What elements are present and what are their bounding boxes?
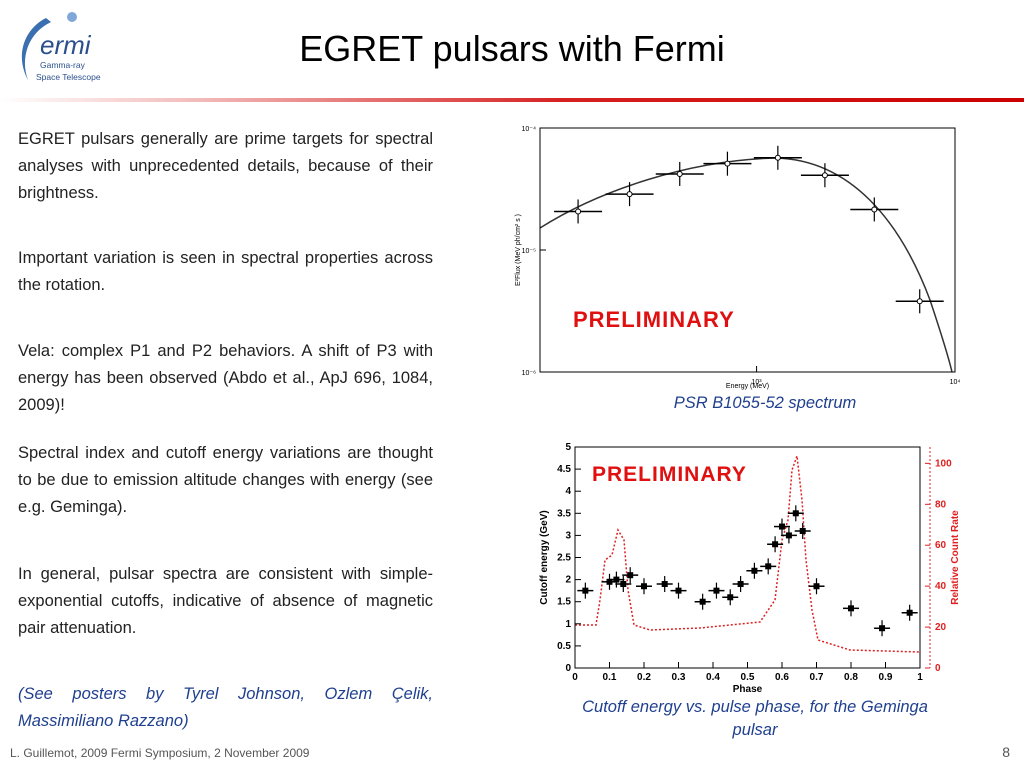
x-tick-label: 10⁴ [950, 379, 961, 386]
x-tick-label: 0.7 [810, 672, 824, 683]
y-tick-label: 10⁻⁴ [522, 126, 537, 133]
preliminary-stamp: PRELIMINARY [573, 307, 735, 332]
data-point [575, 208, 582, 215]
y-tick-label: 4.5 [557, 464, 571, 475]
logo: ermi Gamma-ray Space Telescope [21, 12, 101, 82]
data-point [916, 298, 923, 305]
data-point [724, 160, 731, 167]
y-tick-label: 1 [565, 619, 571, 630]
data-point [582, 587, 589, 594]
data-point [713, 587, 720, 594]
data-point [774, 154, 781, 161]
y-tick-label: 0 [565, 663, 571, 674]
x-tick-label: 0.8 [844, 672, 858, 683]
title: EGRET pulsars with Fermi [299, 28, 725, 69]
plot-frame [539, 127, 956, 373]
y-tick-label: 2.5 [557, 553, 571, 564]
data-point [879, 625, 886, 632]
y-tick-label: 2 [565, 575, 571, 586]
data-point [799, 527, 806, 534]
y-tick-label: 10⁻⁶ [522, 370, 536, 377]
data-point [675, 587, 682, 594]
paragraph: (See posters by Tyrel Johnson, Ozlem Çel… [18, 685, 433, 730]
x-tick-label: 0.4 [706, 672, 720, 683]
data-point [785, 532, 792, 539]
data-point [699, 598, 706, 605]
x-axis-label: Energy (MeV) [726, 383, 769, 390]
x-tick-label: 0.9 [879, 672, 893, 683]
y2-tick-label: 80 [935, 499, 947, 510]
logo-line: Gamma-ray [40, 60, 86, 70]
data-point [779, 523, 785, 530]
y-axis-label: Cutoff energy (GeV) [539, 510, 550, 604]
footer: L. Guillemot, 2009 Fermi Symposium, 2 No… [10, 746, 310, 760]
data-point [906, 609, 913, 616]
data-point [848, 605, 854, 612]
data-point [765, 563, 772, 570]
data-point [792, 510, 799, 517]
data-point [661, 581, 668, 588]
x-tick-label: 0.3 [672, 672, 686, 683]
page-number: 8 [1002, 744, 1010, 760]
x-tick-label: 0.6 [775, 672, 789, 683]
x-tick-label: 0.2 [637, 672, 651, 683]
paragraph: In general, pulsar spectra are consisten… [18, 565, 433, 637]
data-point [751, 567, 758, 574]
data-point [676, 170, 683, 177]
data-point [626, 191, 633, 198]
data-point [727, 594, 734, 601]
data-point [613, 576, 620, 583]
data-point [737, 581, 744, 588]
y-tick-label: 1.5 [557, 597, 571, 608]
y2-axis-label: Relative Count Rate [950, 510, 961, 605]
logo-line: Space Telescope [36, 72, 101, 82]
paragraph: EGRET pulsars generally are prime target… [18, 130, 433, 202]
data-point [821, 172, 828, 179]
y-tick-label: 10⁻⁵ [522, 248, 536, 255]
figure-caption: Cutoff energy vs. pulse phase, for the G… [582, 698, 928, 739]
x-tick-label: 1 [917, 672, 923, 683]
logo-name: ermi [40, 30, 92, 60]
x-axis-label: Phase [733, 684, 763, 695]
x-tick-label: 0 [572, 672, 578, 683]
x-tick-label: 0.1 [603, 672, 617, 683]
y-tick-label: 5 [565, 442, 571, 453]
paragraph: Important variation is seen in spectral … [18, 249, 433, 294]
y-tick-label: 0.5 [557, 641, 571, 652]
y2-tick-label: 40 [935, 581, 947, 592]
data-point [641, 583, 647, 590]
y2-tick-label: 100 [935, 458, 952, 469]
data-point [606, 578, 613, 585]
data-point [813, 583, 820, 590]
data-point [627, 572, 634, 579]
y-tick-label: 4 [565, 486, 571, 497]
header-rule [0, 98, 1024, 102]
y-axis-label: E²Flux (MeV ph/cm² s ) [515, 214, 522, 286]
y-tick-label: 3.5 [557, 508, 571, 519]
paragraph: Spectral index and cutoff energy variati… [18, 444, 433, 516]
x-tick-label: 0.5 [741, 672, 755, 683]
figure-caption: PSR B1055-52 spectrum [673, 394, 857, 412]
data-point [772, 541, 779, 548]
y2-tick-label: 0 [935, 663, 941, 674]
preliminary-stamp: PRELIMINARY [592, 463, 747, 486]
x-tick-label: 10³ [752, 379, 763, 386]
data-point [620, 581, 627, 588]
data-point [871, 206, 878, 213]
paragraph: Vela: complex P1 and P2 behaviors. A shi… [18, 342, 433, 414]
y-tick-label: 3 [565, 530, 571, 541]
y2-tick-label: 60 [935, 540, 947, 551]
y2-tick-label: 20 [935, 622, 947, 633]
